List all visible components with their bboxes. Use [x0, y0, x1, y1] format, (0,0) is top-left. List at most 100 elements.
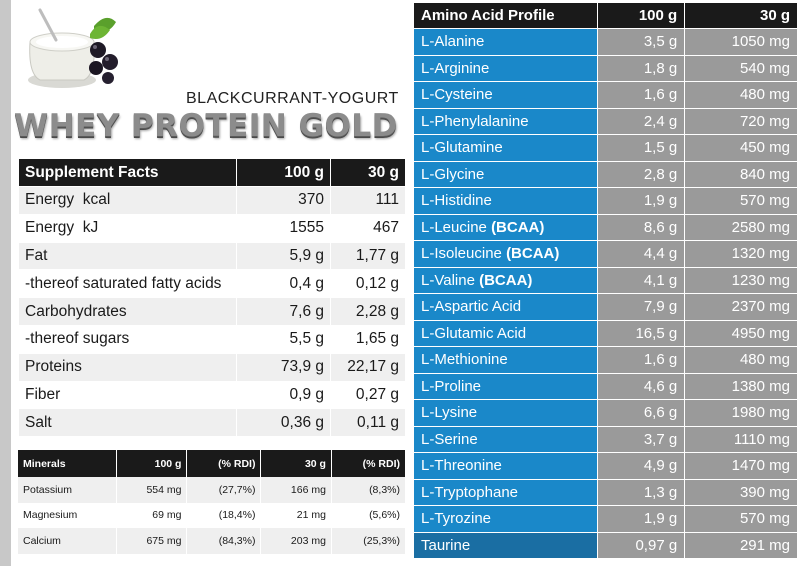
table-row: L-Arginine 1,8 g 540 mg — [413, 54, 798, 82]
value-30g: 450 mg — [684, 134, 798, 162]
table-row: Magnesium 69 mg (18,4%) 21 mg (5,6%) — [18, 502, 407, 528]
nutrient-name: Fat — [18, 241, 237, 271]
amino-acid-name: L-Glutamine — [413, 134, 598, 162]
nutrient-name: Salt — [18, 408, 237, 438]
column-header-100g: 100 g — [116, 450, 188, 477]
amino-acid-name: L-Threonine — [413, 452, 598, 480]
table-row: L-Proline 4,6 g 1380 mg — [413, 372, 798, 400]
value-30g: 1,77 g — [330, 241, 406, 271]
nutrient-name: Carbohydrates — [18, 297, 237, 326]
amino-acid-name: L-Valine — [421, 271, 475, 289]
value-100g: 1,9 g — [596, 187, 686, 215]
nutrient-name: Energy kcal — [18, 186, 237, 215]
value-100g: 0,36 g — [236, 408, 331, 438]
table-row: L-Phenylalanine 2,4 g 720 mg — [413, 107, 798, 135]
value-30g: 291 mg — [684, 531, 798, 559]
nutrient-name: -thereof saturated fatty acids — [18, 269, 237, 299]
rdi-100g: (84,3%) — [186, 528, 262, 554]
table-row: Calcium 675 mg (84,3%) 203 mg (25,3%) — [18, 528, 407, 554]
value-30g: 467 — [330, 213, 406, 243]
left-accent-bar — [0, 0, 11, 566]
value-30g: 166 mg — [260, 477, 332, 503]
amino-acid-name: L-Tyrozine — [413, 505, 598, 533]
bcaa-tag: (BCAA) — [506, 245, 560, 263]
value-100g: 0,9 g — [236, 380, 331, 410]
value-100g: 2,4 g — [596, 107, 686, 135]
table-row: -thereof saturated fatty acids 0,4 g 0,12 … — [18, 269, 406, 299]
amino-acid-name: L-Tryptophane — [413, 478, 598, 506]
table-row: Carbohydrates 7,6 g 2,28 g — [18, 297, 406, 326]
amino-acid-name-cell: L-Valine (BCAA) — [413, 266, 598, 294]
value-100g: 4,6 g — [596, 372, 686, 400]
rdi-30g: (5,6%) — [331, 502, 407, 528]
table-row: Taurine 0,97 g 291 mg — [413, 531, 798, 559]
amino-acid-name: L-Methionine — [413, 346, 598, 374]
value-30g: 720 mg — [684, 107, 798, 135]
table-row: L-Glycine 2,8 g 840 mg — [413, 160, 798, 188]
column-header-30g: 30 g — [260, 450, 332, 477]
value-30g: 1470 mg — [684, 452, 798, 480]
value-30g: 2370 mg — [684, 293, 798, 321]
value-30g: 1,65 g — [330, 324, 406, 354]
nutrient-name: Fiber — [18, 380, 237, 410]
value-100g: 8,6 g — [596, 213, 686, 241]
value-100g: 0,4 g — [236, 269, 331, 299]
supplement-facts-header-row: Supplement Facts 100 g 30 g — [18, 158, 406, 187]
rdi-30g: (8,3%) — [331, 477, 407, 503]
value-100g: 5,5 g — [236, 324, 331, 354]
table-row: Fiber 0,9 g 0,27 g — [18, 380, 406, 410]
mineral-name: Potassium — [18, 477, 117, 503]
table-row: Potassium 554 mg (27,7%) 166 mg (8,3%) — [18, 477, 407, 503]
value-30g: 1320 mg — [684, 240, 798, 268]
amino-acid-name: L-Arginine — [413, 54, 598, 82]
table-row: L-Leucine (BCAA) 8,6 g 2580 mg — [413, 213, 798, 241]
value-30g: 2580 mg — [684, 213, 798, 241]
bcaa-tag: (BCAA) — [479, 271, 533, 289]
value-100g: 675 mg — [116, 528, 188, 554]
rdi-30g: (25,3%) — [331, 528, 407, 554]
value-100g: 1,5 g — [596, 134, 686, 162]
table-row: L-Threonine 4,9 g 1470 mg — [413, 452, 798, 480]
table-row: L-Isoleucine (BCAA) 4,4 g 1320 mg — [413, 240, 798, 268]
column-header-30g: 30 g — [684, 2, 798, 29]
mineral-name: Magnesium — [18, 502, 117, 528]
mineral-name: Calcium — [18, 528, 117, 554]
value-30g: 480 mg — [684, 81, 798, 109]
supplement-facts-heading: Supplement Facts — [18, 158, 237, 187]
bcaa-tag: (BCAA) — [491, 218, 545, 236]
amino-acid-header-row: Amino Acid Profile 100 g 30 g — [413, 2, 798, 29]
rdi-100g: (27,7%) — [186, 477, 262, 503]
amino-acid-heading: Amino Acid Profile — [413, 2, 598, 29]
value-30g: 480 mg — [684, 346, 798, 374]
value-100g: 5,9 g — [236, 241, 331, 271]
minerals-heading: Minerals — [18, 450, 117, 477]
flavor-name: BLACKCURRANT-YOGURT — [186, 90, 399, 107]
column-header-rdi-30g: (% RDI) — [331, 450, 407, 477]
table-row: -thereof sugars 5,5 g 1,65 g — [18, 324, 406, 354]
value-100g: 1,6 g — [596, 346, 686, 374]
value-100g: 1,9 g — [596, 505, 686, 533]
amino-acid-name: L-Glycine — [413, 160, 598, 188]
value-100g: 2,8 g — [596, 160, 686, 188]
table-row: L-Cysteine 1,6 g 480 mg — [413, 81, 798, 109]
yogurt-blackcurrant-image — [28, 8, 118, 88]
table-row: Salt 0,36 g 0,11 g — [18, 408, 406, 438]
table-row: L-Serine 3,7 g 1110 mg — [413, 425, 798, 453]
value-30g: 540 mg — [684, 54, 798, 82]
value-100g: 1555 — [236, 213, 331, 243]
amino-acid-name-cell: L-Isoleucine (BCAA) — [413, 240, 598, 268]
value-30g: 0,12 g — [330, 269, 406, 299]
value-100g: 4,4 g — [596, 240, 686, 268]
amino-acid-name: L-Histidine — [413, 187, 598, 215]
amino-acid-name: L-Serine — [413, 425, 598, 453]
value-30g: 1110 mg — [684, 425, 798, 453]
value-100g: 3,7 g — [596, 425, 686, 453]
amino-acid-name: L-Aspartic Acid — [413, 293, 598, 321]
column-header-100g: 100 g — [236, 158, 331, 187]
table-row: Fat 5,9 g 1,77 g — [18, 241, 406, 271]
value-30g: 21 mg — [260, 502, 332, 528]
amino-acid-name: L-Leucine — [421, 218, 487, 236]
value-30g: 0,27 g — [330, 380, 406, 410]
value-100g: 1,8 g — [596, 54, 686, 82]
table-row: Energy kJ 1555 467 — [18, 213, 406, 243]
